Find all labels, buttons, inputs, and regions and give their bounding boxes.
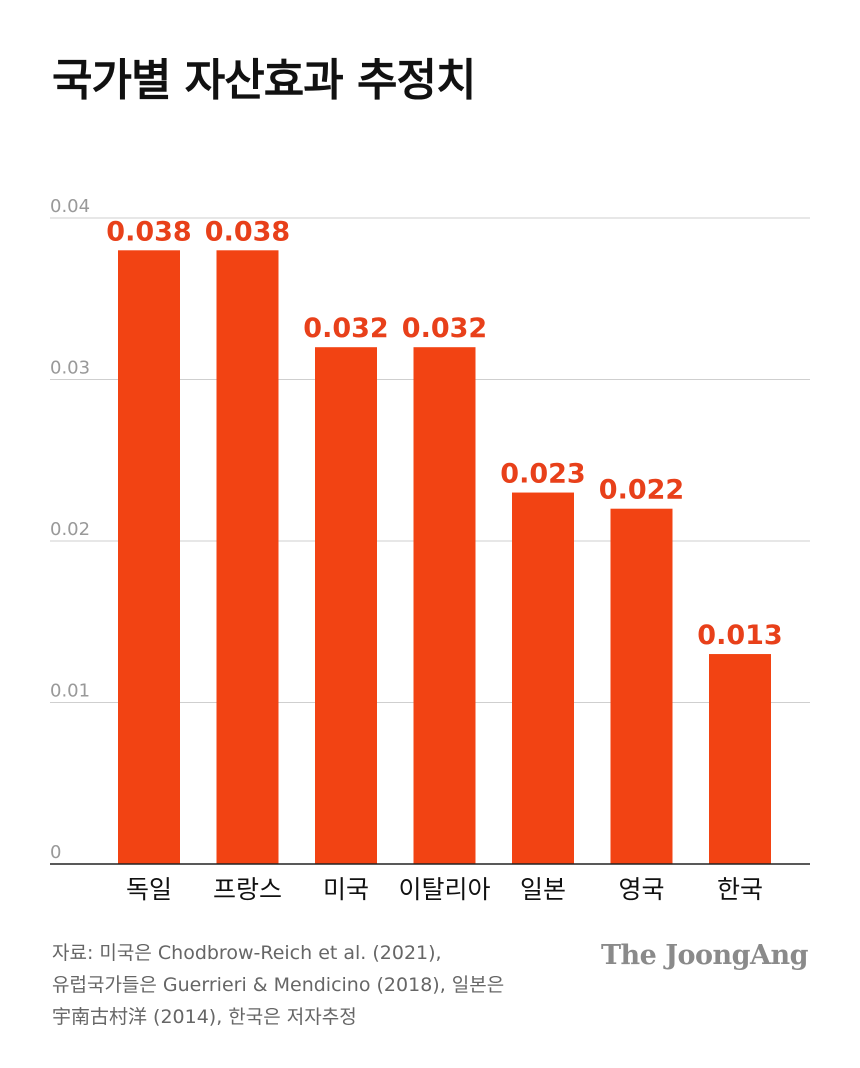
x-tick-label: 일본 <box>520 875 566 904</box>
x-tick-label: 영국 <box>618 875 664 904</box>
data-label: 0.032 <box>402 313 487 344</box>
x-tick-label: 한국 <box>717 875 763 904</box>
y-tick-label: 0 <box>50 842 61 863</box>
bar <box>413 347 476 864</box>
y-tick-label: 0.01 <box>50 681 90 702</box>
x-tick-label: 프랑스 <box>213 875 282 904</box>
source-line: 유럽국가들은 Guerrieri & Mendicino (2018), 일본은 <box>52 974 505 996</box>
bar <box>118 250 180 865</box>
value-labels: 0.038 0.038 0.032 0.032 0.023 0.022 0.013 <box>106 216 782 651</box>
bar <box>610 508 673 864</box>
data-label: 0.013 <box>697 620 782 651</box>
x-tick-label: 미국 <box>323 875 369 904</box>
bar <box>216 250 279 865</box>
publisher-logo: The JoongAng <box>600 940 809 971</box>
source-line: 宇南古村洋 (2014), 한국은 저자추정 <box>52 1006 357 1028</box>
chart-title: 국가별 자산효과 추정치 <box>52 55 476 106</box>
source-line: 자료: 미국은 Chodbrow-Reich et al. (2021), <box>52 942 442 964</box>
x-tick-label: 이탈리아 <box>398 875 490 904</box>
data-label: 0.038 <box>106 216 191 247</box>
source-note: 자료: 미국은 Chodbrow-Reich et al. (2021), 유럽… <box>52 937 612 1033</box>
data-label: 0.038 <box>205 216 290 247</box>
y-tick-label: 0.02 <box>50 519 90 540</box>
x-axis-ticks: 독일 프랑스 미국 이탈리아 일본 영국 한국 <box>126 875 763 904</box>
bar <box>315 347 377 864</box>
data-label: 0.023 <box>500 459 585 490</box>
y-axis-ticks: 0 0.01 0.02 0.03 0.04 <box>50 196 90 863</box>
data-label: 0.022 <box>599 475 684 506</box>
bar <box>512 492 574 864</box>
y-tick-label: 0.04 <box>50 196 90 217</box>
x-tick-label: 독일 <box>126 875 172 904</box>
data-label: 0.032 <box>303 313 388 344</box>
bar <box>709 654 771 864</box>
y-tick-label: 0.03 <box>50 358 90 379</box>
bars <box>118 250 771 865</box>
